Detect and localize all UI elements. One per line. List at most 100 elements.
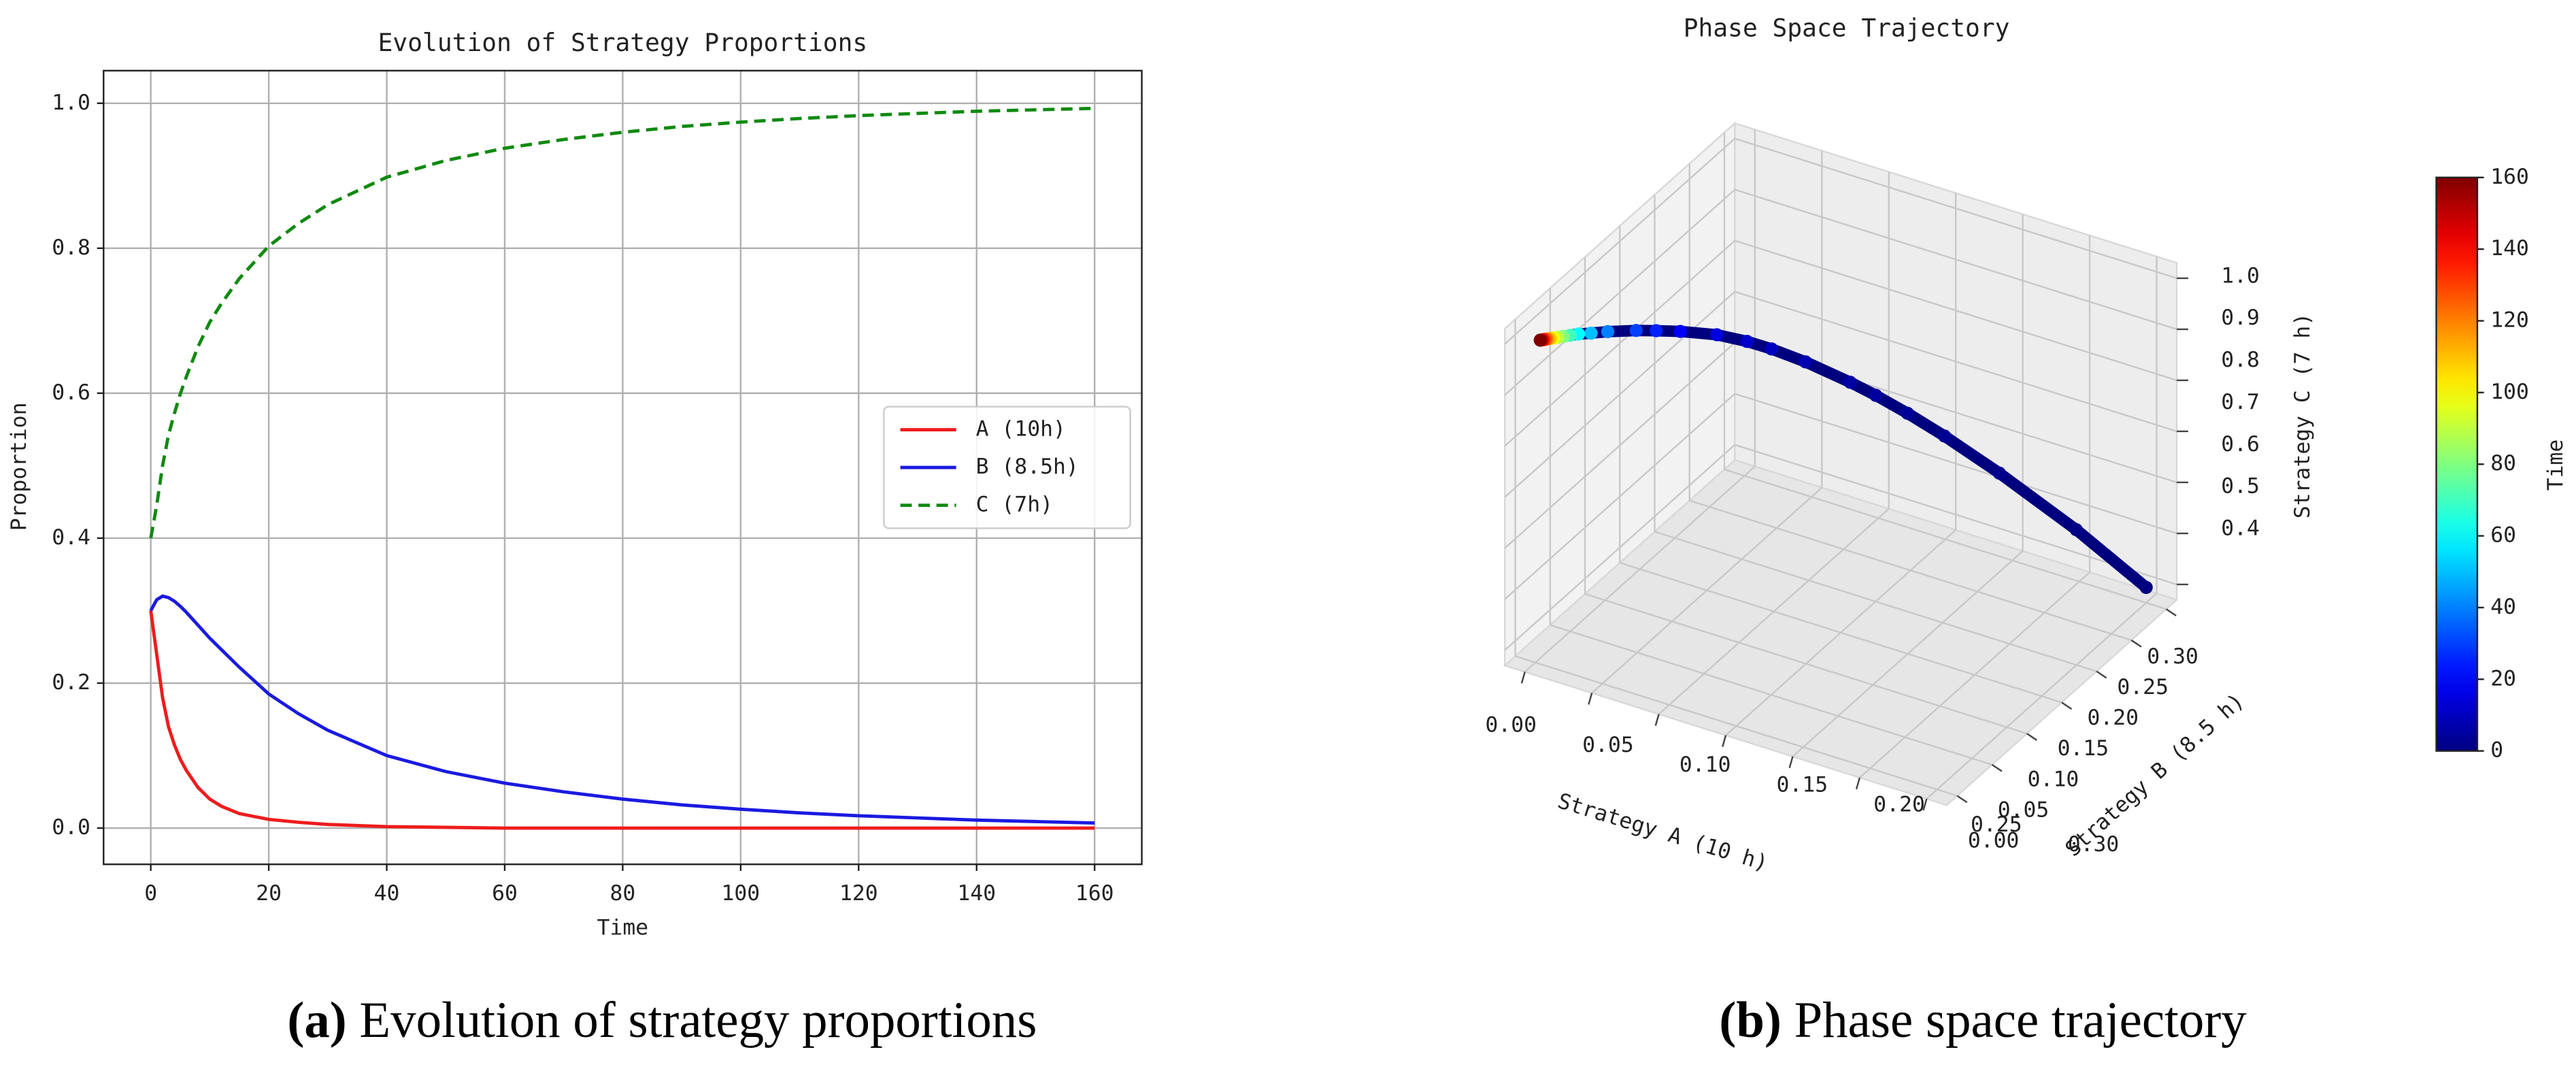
grid-line — [1504, 444, 1736, 651]
z-tick-label: 0.6 — [2221, 432, 2260, 457]
grid-line — [1504, 291, 1736, 498]
tick-mark — [1788, 756, 1794, 769]
grid-line — [1504, 240, 1736, 447]
z-tick-label: 1.0 — [2221, 263, 2260, 288]
chart-title: Phase Space Trajectory — [1684, 13, 2010, 42]
y-tick-label: 0.30 — [2147, 644, 2198, 669]
grid-line — [1550, 624, 1992, 766]
legend-label: C (7h) — [976, 493, 1053, 517]
caption: (a) Evolution of strategy proportions — [287, 992, 1037, 1049]
trajectory-point — [1901, 406, 1914, 420]
colorbar-tick-label: 140 — [2490, 236, 2529, 261]
trajectory-point — [1843, 376, 1857, 389]
trajectory-point — [1740, 335, 1754, 348]
y-tick-label: 0.6 — [52, 380, 90, 405]
x-tick-label: 0.30 — [2068, 832, 2120, 857]
colorbar-tick-label: 0 — [2490, 738, 2503, 763]
grid-line — [1689, 499, 2132, 642]
z-tick-label: 0.7 — [2221, 390, 2260, 414]
x-tick-label: 0 — [144, 881, 157, 906]
trajectory-point — [1710, 328, 1724, 342]
grid-line — [1735, 291, 2177, 433]
caption-label: (a) — [287, 992, 346, 1049]
legend-box — [883, 406, 1131, 529]
colorbar-tick-label: 40 — [2490, 595, 2516, 619]
x-tick-label: 100 — [722, 881, 760, 906]
grid-line — [1515, 655, 1958, 797]
tick-mark — [2165, 608, 2177, 616]
tick-mark — [1855, 777, 1861, 790]
x-axis-label: Strategy A (10 h) — [1555, 789, 1771, 876]
x-tick-label: 40 — [374, 881, 400, 906]
z-tick-label: 0.9 — [2221, 306, 2260, 330]
colorbar-label: Time — [2543, 440, 2568, 491]
z-axis-label: Strategy C (7 h) — [2290, 313, 2315, 518]
x-tick-label: 140 — [957, 881, 996, 906]
tick-mark — [1956, 795, 1968, 804]
z-tick-label: 0.8 — [2221, 348, 2260, 372]
plot-frame — [103, 69, 1143, 865]
series-line — [149, 610, 1095, 830]
series-line — [149, 106, 1095, 539]
tick-mark — [1588, 693, 1593, 705]
trajectory-point — [1992, 466, 2007, 480]
colorbar-tick-label: 80 — [2490, 451, 2516, 476]
tick-mark — [1922, 798, 1928, 811]
grid-line — [1724, 468, 2167, 610]
y-tick-label: 1.0 — [52, 90, 90, 115]
x-tick-label: 0.20 — [1873, 793, 1925, 817]
x-tick-label: 120 — [839, 881, 878, 906]
trajectory-point — [1533, 333, 1548, 347]
trajectory-point — [2069, 523, 2084, 537]
colorbar — [2435, 176, 2479, 752]
y-tick-label: 0.4 — [52, 525, 90, 550]
colorbar-tick-label: 120 — [2490, 308, 2529, 333]
trajectory-point — [1650, 324, 1663, 337]
x-tick-label: 80 — [610, 881, 636, 906]
x-tick-label: 160 — [1075, 881, 1114, 906]
grid-line — [1504, 137, 1736, 345]
z-tick-label: 0.4 — [2221, 516, 2260, 540]
x-tick-label: 0.10 — [1679, 753, 1731, 777]
trajectory-point — [1601, 325, 1615, 339]
grid-line — [1504, 342, 1736, 549]
y-tick-label: 0.15 — [2058, 736, 2109, 761]
z-tick-label: 0.5 — [2221, 474, 2260, 499]
y-tick-label: 0.20 — [2087, 706, 2139, 730]
y-tick-label: 0.2 — [52, 670, 90, 695]
x-tick-label: 0.25 — [1971, 812, 2022, 837]
grid-line — [1504, 188, 1736, 396]
x-tick-label: 20 — [256, 881, 282, 906]
y-tick-label: 0.25 — [2117, 675, 2169, 699]
grid-line — [1504, 393, 1736, 600]
chart-title: Evolution of Strategy Proportions — [378, 28, 868, 57]
tick-mark — [1654, 714, 1660, 726]
trajectory-point — [1673, 325, 1688, 338]
y-tick-label: 0.8 — [52, 235, 90, 260]
grid-line — [1654, 531, 2097, 672]
trajectory-point — [1584, 326, 1598, 340]
colorbar-tick-label: 20 — [2490, 666, 2516, 691]
trajectory-point — [1764, 342, 1779, 356]
y-axis-label: Proportion — [7, 402, 31, 531]
grid-line — [1735, 393, 2177, 535]
grid-line — [1735, 137, 2177, 280]
caption-label: (b) — [1719, 992, 1782, 1049]
tick-mark — [2096, 670, 2107, 679]
caption: (b) Phase space trajectory — [1719, 992, 2247, 1049]
trajectory-point — [2139, 580, 2153, 595]
y-tick-label: 0.10 — [2028, 767, 2079, 791]
tick-mark — [2130, 639, 2142, 648]
x-tick-label: 60 — [492, 881, 518, 906]
grid-line — [1735, 188, 2177, 331]
caption-text: Evolution of strategy proportions — [359, 992, 1037, 1049]
x-axis-label: Time — [597, 915, 649, 940]
tick-mark — [1991, 763, 2003, 772]
y-tick-label: 0.00 — [1968, 828, 2020, 853]
grid-line — [1735, 240, 2177, 382]
colorbar-tick-label: 160 — [2490, 165, 2529, 189]
tick-mark — [1722, 735, 1727, 747]
tick-mark — [1520, 672, 1526, 684]
